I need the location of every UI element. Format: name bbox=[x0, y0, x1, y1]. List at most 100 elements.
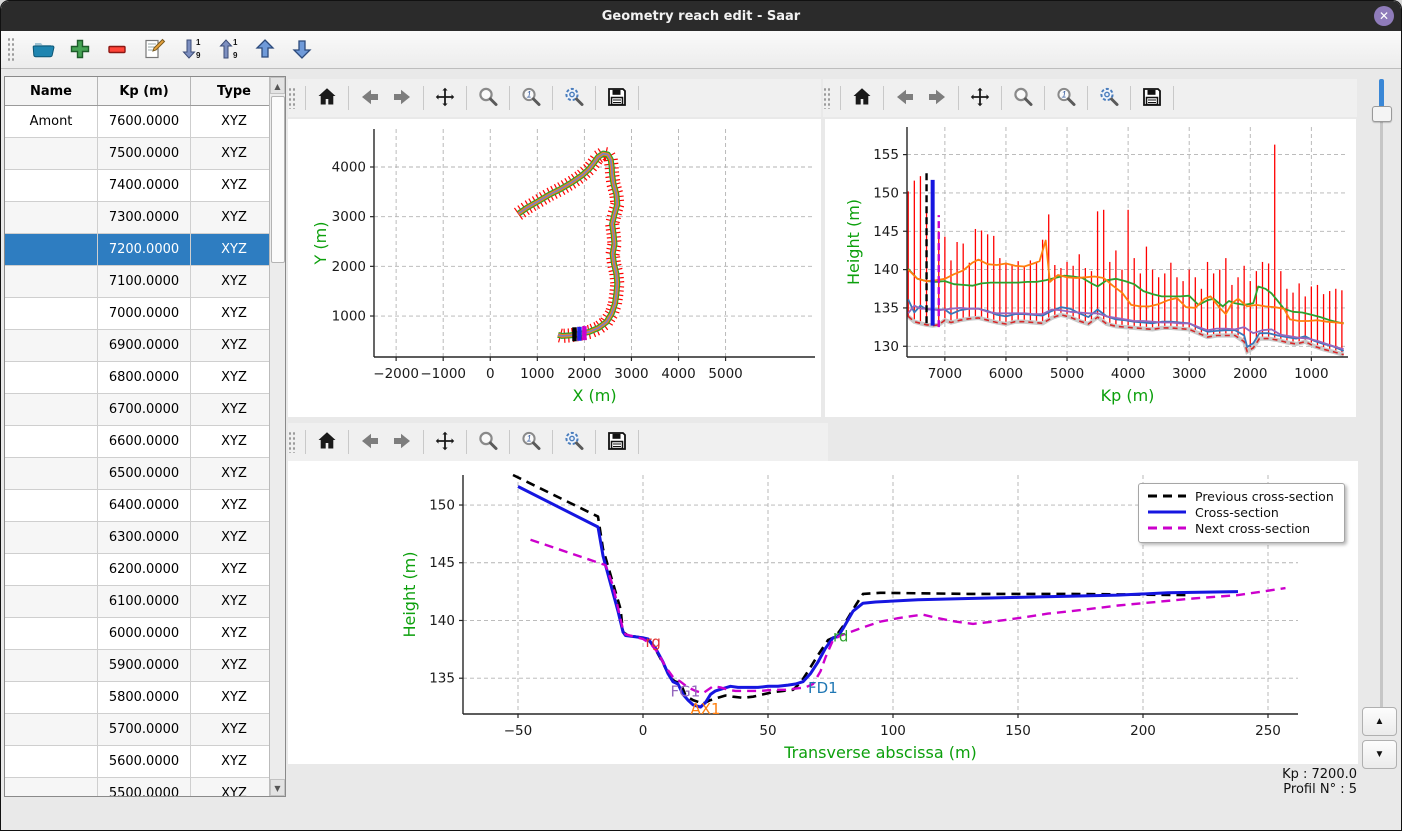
pan-button[interactable] bbox=[430, 427, 460, 457]
next-profile-button[interactable]: ▼ bbox=[1362, 740, 1397, 769]
table-cell[interactable]: XYZ bbox=[190, 201, 278, 234]
back-button[interactable] bbox=[890, 83, 920, 113]
table-cell[interactable] bbox=[5, 585, 98, 618]
table-cell[interactable]: 5700.0000 bbox=[97, 713, 191, 746]
table-cell[interactable]: 7200.0000 bbox=[97, 233, 191, 266]
table-cell[interactable] bbox=[5, 457, 98, 490]
home-button[interactable] bbox=[312, 83, 342, 113]
table-cell[interactable]: XYZ bbox=[190, 425, 278, 458]
table-cell[interactable]: XYZ bbox=[190, 585, 278, 618]
toolbar-grip[interactable] bbox=[288, 431, 297, 453]
table-cell[interactable]: XYZ bbox=[190, 393, 278, 426]
column-header[interactable]: Kp (m) bbox=[97, 77, 191, 106]
table-cell[interactable]: 5800.0000 bbox=[97, 681, 191, 714]
table-cell[interactable]: XYZ bbox=[190, 521, 278, 554]
slider-track[interactable] bbox=[1380, 119, 1383, 711]
table-cell[interactable] bbox=[5, 649, 98, 682]
table-cell[interactable] bbox=[5, 681, 98, 714]
table-cell[interactable]: 6500.0000 bbox=[97, 457, 191, 490]
table-cell[interactable] bbox=[5, 745, 98, 778]
table-cell[interactable]: 6600.0000 bbox=[97, 425, 191, 458]
toolbar-grip[interactable] bbox=[823, 87, 832, 109]
table-cell[interactable] bbox=[5, 329, 98, 362]
zoom-selection-button[interactable] bbox=[559, 83, 589, 113]
open-folder-button[interactable] bbox=[29, 36, 57, 64]
forward-button[interactable] bbox=[387, 427, 417, 457]
table-row[interactable]: 5800.0000 XYZ bbox=[5, 681, 278, 714]
table-cell[interactable]: 6900.0000 bbox=[97, 329, 191, 362]
table-cell[interactable]: 6700.0000 bbox=[97, 393, 191, 426]
table-cell[interactable] bbox=[5, 169, 98, 202]
table-row[interactable]: 6000.0000 XYZ bbox=[5, 617, 278, 650]
table-cell[interactable]: 6800.0000 bbox=[97, 361, 191, 394]
table-cell[interactable] bbox=[5, 617, 98, 650]
profile-slider[interactable] bbox=[1367, 79, 1395, 711]
previous-profile-button[interactable]: ▲ bbox=[1362, 707, 1397, 736]
forward-button[interactable] bbox=[387, 83, 417, 113]
table-row[interactable]: 5700.0000 XYZ bbox=[5, 713, 278, 746]
table-cell[interactable]: 6100.0000 bbox=[97, 585, 191, 618]
table-cell[interactable] bbox=[5, 137, 98, 170]
scrollbar-thumb[interactable] bbox=[271, 96, 285, 263]
table-cell[interactable]: XYZ bbox=[190, 169, 278, 202]
table-cell[interactable]: XYZ bbox=[190, 457, 278, 490]
zoom-button[interactable] bbox=[473, 427, 503, 457]
table-cell[interactable] bbox=[5, 425, 98, 458]
table-cell[interactable]: Amont bbox=[5, 105, 98, 138]
table-cell[interactable]: 6200.0000 bbox=[97, 553, 191, 586]
save-button[interactable] bbox=[602, 427, 632, 457]
table-cell[interactable] bbox=[5, 777, 98, 796]
table-row[interactable]: 7500.0000 XYZ bbox=[5, 137, 278, 170]
table-row[interactable]: Amont 7600.0000 XYZ bbox=[5, 105, 278, 138]
table-row[interactable]: 7100.0000 XYZ bbox=[5, 265, 278, 298]
zoom-original-button[interactable]: 1 bbox=[1051, 83, 1081, 113]
column-header[interactable]: Name bbox=[5, 77, 98, 106]
toolbar-grip[interactable] bbox=[288, 87, 297, 109]
zoom-original-button[interactable]: 1 bbox=[516, 83, 546, 113]
table-cell[interactable]: XYZ bbox=[190, 297, 278, 330]
forward-button[interactable] bbox=[922, 83, 952, 113]
table-cell[interactable]: 6300.0000 bbox=[97, 521, 191, 554]
table-cell[interactable] bbox=[5, 361, 98, 394]
table-cell[interactable]: 5500.0000 bbox=[97, 777, 191, 796]
table-cell[interactable]: XYZ bbox=[190, 777, 278, 796]
back-button[interactable] bbox=[355, 427, 385, 457]
table-row[interactable]: 7000.0000 XYZ bbox=[5, 297, 278, 330]
table-cell[interactable] bbox=[5, 521, 98, 554]
table-cell[interactable] bbox=[5, 265, 98, 298]
pan-button[interactable] bbox=[430, 83, 460, 113]
table-scrollbar[interactable]: ▲ ▼ bbox=[269, 77, 285, 796]
zoom-selection-button[interactable] bbox=[1094, 83, 1124, 113]
scroll-down-icon[interactable]: ▼ bbox=[270, 779, 285, 796]
table-cell[interactable] bbox=[5, 393, 98, 426]
table-cell[interactable]: 7400.0000 bbox=[97, 169, 191, 202]
scroll-up-icon[interactable]: ▲ bbox=[270, 77, 285, 94]
table-cell[interactable]: 7600.0000 bbox=[97, 105, 191, 138]
slider-thumb[interactable] bbox=[1372, 106, 1392, 122]
table-cell[interactable]: XYZ bbox=[190, 137, 278, 170]
table-cell[interactable]: XYZ bbox=[190, 361, 278, 394]
table-cell[interactable] bbox=[5, 297, 98, 330]
table-cell[interactable]: 5900.0000 bbox=[97, 649, 191, 682]
zoom-button[interactable] bbox=[1008, 83, 1038, 113]
zoom-selection-button[interactable] bbox=[559, 427, 589, 457]
table-row[interactable]: 7300.0000 XYZ bbox=[5, 201, 278, 234]
table-row[interactable]: 5600.0000 XYZ bbox=[5, 745, 278, 778]
close-button[interactable]: ✕ bbox=[1374, 6, 1394, 26]
zoom-original-button[interactable]: 1 bbox=[516, 427, 546, 457]
remove-button[interactable] bbox=[103, 36, 131, 64]
table-cell[interactable]: XYZ bbox=[190, 745, 278, 778]
table-cell[interactable]: XYZ bbox=[190, 649, 278, 682]
table-row[interactable]: 6100.0000 XYZ bbox=[5, 585, 278, 618]
back-button[interactable] bbox=[355, 83, 385, 113]
table-cell[interactable]: 5600.0000 bbox=[97, 745, 191, 778]
table-cell[interactable]: 7100.0000 bbox=[97, 265, 191, 298]
table-cell[interactable]: XYZ bbox=[190, 329, 278, 362]
titlebar[interactable]: Geometry reach edit - Saar ✕ bbox=[1, 1, 1401, 31]
table-row[interactable]: 7400.0000 XYZ bbox=[5, 169, 278, 202]
table-cell[interactable]: 6000.0000 bbox=[97, 617, 191, 650]
toolbar-grip[interactable] bbox=[7, 36, 16, 63]
table-cell[interactable] bbox=[5, 233, 98, 266]
table-row[interactable]: 6400.0000 XYZ bbox=[5, 489, 278, 522]
